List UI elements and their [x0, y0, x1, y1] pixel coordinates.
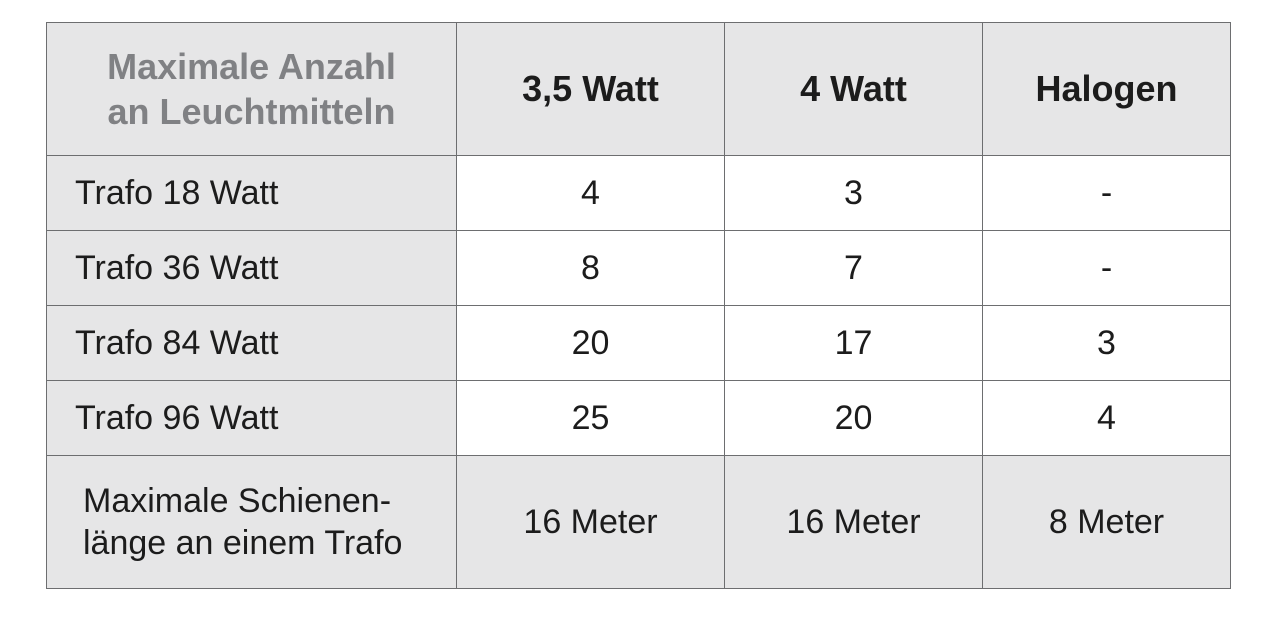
table-row: Trafo 36 Watt 8 7 - — [47, 231, 1231, 306]
row-label: Trafo 84 Watt — [47, 306, 457, 381]
cell-value: 8 — [457, 231, 725, 306]
cell-value: - — [983, 156, 1231, 231]
table-row: Trafo 18 Watt 4 3 - — [47, 156, 1231, 231]
table-footer-row: Maximale Schienen- länge an einem Trafo … — [47, 456, 1231, 589]
row-label: Trafo 96 Watt — [47, 381, 457, 456]
footer-label-cell: Maximale Schienen- länge an einem Trafo — [47, 456, 457, 589]
header-col-halogen: Halogen — [983, 23, 1231, 156]
table-row: Trafo 84 Watt 20 17 3 — [47, 306, 1231, 381]
cell-value: 4 — [983, 381, 1231, 456]
header-col-3-5-watt: 3,5 Watt — [457, 23, 725, 156]
cell-value: - — [983, 231, 1231, 306]
table-header-row: Maximale Anzahl an Leuchtmitteln 3,5 Wat… — [47, 23, 1231, 156]
row-label: Trafo 36 Watt — [47, 231, 457, 306]
cell-value: 17 — [725, 306, 983, 381]
footer-label-line2: länge an einem Trafo — [83, 524, 402, 562]
footer-value: 8 Meter — [983, 456, 1231, 589]
cell-value: 4 — [457, 156, 725, 231]
footer-label-line1: Maximale Schienen- — [83, 482, 391, 520]
leuchtmittel-table: Maximale Anzahl an Leuchtmitteln 3,5 Wat… — [46, 22, 1231, 589]
footer-value: 16 Meter — [725, 456, 983, 589]
cell-value: 20 — [725, 381, 983, 456]
footer-value: 16 Meter — [457, 456, 725, 589]
cell-value: 3 — [725, 156, 983, 231]
cell-value: 3 — [983, 306, 1231, 381]
table-row: Trafo 96 Watt 25 20 4 — [47, 381, 1231, 456]
cell-value: 20 — [457, 306, 725, 381]
header-title-line1: Maximale Anzahl — [107, 46, 396, 87]
cell-value: 25 — [457, 381, 725, 456]
cell-value: 7 — [725, 231, 983, 306]
header-title-line2: an Leuchtmitteln — [107, 91, 395, 132]
header-title-cell: Maximale Anzahl an Leuchtmitteln — [47, 23, 457, 156]
header-col-4-watt: 4 Watt — [725, 23, 983, 156]
row-label: Trafo 18 Watt — [47, 156, 457, 231]
